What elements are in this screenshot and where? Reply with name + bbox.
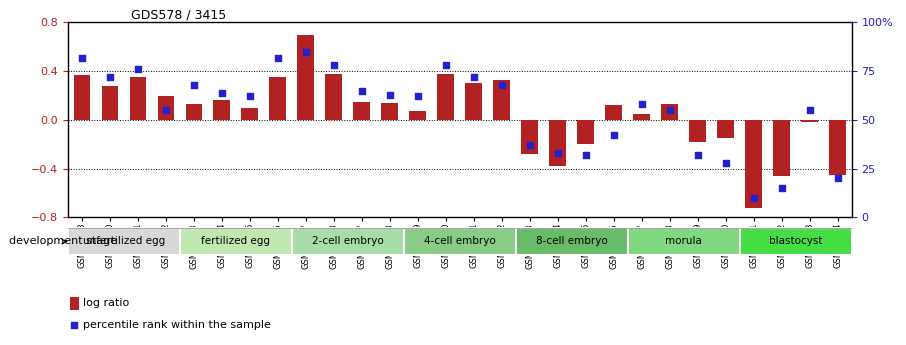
Point xyxy=(271,55,285,60)
Bar xyxy=(292,228,404,255)
Text: fertilized egg: fertilized egg xyxy=(201,237,270,246)
Bar xyxy=(242,108,258,120)
Bar xyxy=(633,114,651,120)
Point xyxy=(831,176,845,181)
Point xyxy=(551,150,565,156)
Bar xyxy=(186,104,202,120)
Bar xyxy=(746,120,762,208)
Bar xyxy=(829,120,846,175)
Point xyxy=(634,101,649,107)
Point xyxy=(747,195,761,201)
Bar xyxy=(516,228,628,255)
Text: morula: morula xyxy=(665,237,702,246)
Point xyxy=(606,133,621,138)
Text: development stage: development stage xyxy=(9,237,117,246)
Bar xyxy=(381,103,399,120)
Point xyxy=(243,94,257,99)
Bar xyxy=(605,105,622,120)
Bar xyxy=(689,120,706,142)
Point xyxy=(354,88,369,93)
Point xyxy=(187,82,201,88)
Point xyxy=(382,92,397,97)
Point xyxy=(495,82,509,88)
Bar xyxy=(577,120,594,144)
Bar xyxy=(410,111,426,120)
Point xyxy=(215,90,229,95)
Bar xyxy=(549,120,566,166)
Point xyxy=(523,142,537,148)
Bar xyxy=(101,86,119,120)
Bar xyxy=(438,73,454,120)
Bar xyxy=(661,104,678,120)
Bar xyxy=(70,296,79,310)
Bar xyxy=(773,120,790,176)
Point xyxy=(299,49,313,55)
Point xyxy=(579,152,593,158)
Text: unfertilized egg: unfertilized egg xyxy=(82,237,165,246)
Bar xyxy=(739,228,852,255)
Bar xyxy=(130,77,146,120)
Point xyxy=(102,74,117,80)
Bar xyxy=(180,228,292,255)
Bar xyxy=(353,102,371,120)
Point xyxy=(467,74,481,80)
Bar xyxy=(521,120,538,154)
Point xyxy=(775,185,789,191)
Point xyxy=(803,107,817,113)
Bar xyxy=(494,80,510,120)
Bar xyxy=(297,34,314,120)
Bar xyxy=(404,228,516,255)
Bar xyxy=(214,100,230,120)
Bar xyxy=(801,120,818,122)
Point xyxy=(410,94,425,99)
Bar xyxy=(73,75,91,120)
Point xyxy=(662,107,677,113)
Point xyxy=(718,160,733,166)
Text: 8-cell embryo: 8-cell embryo xyxy=(535,237,608,246)
Text: blastocyst: blastocyst xyxy=(769,237,823,246)
Text: log ratio: log ratio xyxy=(83,298,130,308)
Bar xyxy=(466,83,482,120)
Text: 4-cell embryo: 4-cell embryo xyxy=(424,237,496,246)
Bar xyxy=(628,228,739,255)
Bar xyxy=(68,228,180,255)
Point xyxy=(130,67,145,72)
Point xyxy=(159,107,173,113)
Point xyxy=(74,55,89,60)
Bar xyxy=(269,77,286,120)
Point xyxy=(67,322,82,327)
Point xyxy=(690,152,705,158)
Text: 2-cell embryo: 2-cell embryo xyxy=(312,237,384,246)
Point xyxy=(326,62,341,68)
Bar xyxy=(325,73,342,120)
Bar xyxy=(158,96,174,120)
Point xyxy=(439,62,453,68)
Text: GDS578 / 3415: GDS578 / 3415 xyxy=(130,8,226,21)
Bar xyxy=(718,120,734,138)
Text: percentile rank within the sample: percentile rank within the sample xyxy=(83,320,271,330)
